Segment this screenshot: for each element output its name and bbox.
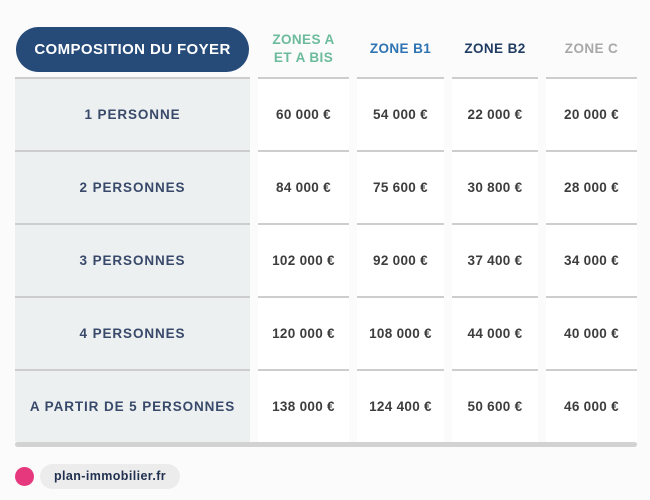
value-cell: 30 800 €: [452, 150, 538, 223]
value-cell: 40 000 €: [546, 296, 637, 369]
row-label-1-personne: 1 PERSONNE: [15, 77, 250, 150]
column-header-zone-b2: ZONE B2: [452, 40, 538, 58]
row-label-3-personnes: 3 PERSONNES: [15, 223, 250, 296]
brand-dot-icon: [15, 467, 34, 486]
value-cell: 28 000 €: [546, 150, 637, 223]
table-bottom-bar: [15, 442, 637, 447]
value-cell: 84 000 €: [258, 150, 349, 223]
value-cell: 37 400 €: [452, 223, 538, 296]
value-cell: 54 000 €: [357, 77, 444, 150]
composition-du-foyer-badge: COMPOSITION DU FOYER: [16, 26, 249, 72]
brand-watermark: plan-immobilier.fr: [40, 464, 181, 489]
column-header-zone-c: ZONE C: [546, 40, 637, 58]
table-body: 1 PERSONNE 60 000 € 54 000 € 22 000 € 20…: [15, 77, 637, 442]
header-label-line: ZONE C: [564, 40, 619, 56]
header-label-line: ET A BIS: [273, 50, 334, 65]
header-label-line: ZONES A: [272, 31, 335, 47]
row-label-4-personnes: 4 PERSONNES: [15, 296, 250, 369]
column-header-zones-a-bis: ZONES A ET A BIS: [258, 31, 349, 67]
value-cell: 102 000 €: [258, 223, 349, 296]
value-cell: 108 000 €: [357, 296, 444, 369]
row-label-2-personnes: 2 PERSONNES: [15, 150, 250, 223]
value-cell: 34 000 €: [546, 223, 637, 296]
value-cell: 92 000 €: [357, 223, 444, 296]
value-cell: 46 000 €: [546, 369, 637, 442]
value-cell: 22 000 €: [452, 77, 538, 150]
value-cell: 20 000 €: [546, 77, 637, 150]
row-label-5-personnes-et-plus: A PARTIR DE 5 PERSONNES: [15, 369, 250, 442]
value-cell: 138 000 €: [258, 369, 349, 442]
value-cell: 50 600 €: [452, 369, 538, 442]
value-cell: 124 400 €: [357, 369, 444, 442]
header-label-line: ZONE B1: [369, 40, 432, 56]
footer: plan-immobilier.fr: [15, 464, 650, 489]
header-label-line: ZONE B2: [464, 40, 526, 56]
value-cell: 44 000 €: [452, 296, 538, 369]
table-header-row: COMPOSITION DU FOYER ZONES A ET A BIS ZO…: [15, 0, 637, 77]
column-header-zone-b1: ZONE B1: [357, 40, 444, 58]
value-cell: 120 000 €: [258, 296, 349, 369]
value-cell: 75 600 €: [357, 150, 444, 223]
value-cell: 60 000 €: [258, 77, 349, 150]
